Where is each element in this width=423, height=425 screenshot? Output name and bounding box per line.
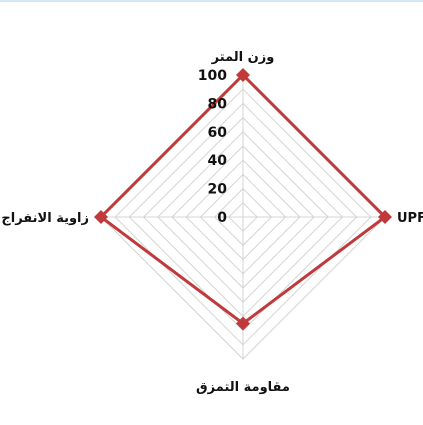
data-point-marker (94, 210, 108, 224)
tick-label: 20 (208, 182, 228, 198)
data-point-marker (236, 68, 250, 82)
tick-label: 0 (217, 210, 227, 226)
axis-label: مقاومة التمزق (196, 380, 290, 395)
tick-label: 100 (198, 68, 227, 84)
data-point-marker (236, 316, 250, 331)
axis-label: زاوية الانفراج (1, 211, 89, 226)
top-border (0, 0, 423, 2)
tick-label: 40 (208, 153, 228, 169)
tick-label: 60 (208, 125, 228, 141)
tick-labels: 0 20 40 60 80 100 (198, 68, 227, 226)
axis-label: وزن المتر (211, 50, 275, 65)
axis-label: UPF (397, 211, 423, 226)
axis-labels: وزن المتر UPF مقاومة التمزق زاوية الانفراج (1, 50, 423, 395)
radar-spokes (101, 75, 385, 359)
tick-label: 80 (208, 96, 228, 112)
series-group (94, 68, 392, 331)
data-point-marker (378, 210, 392, 224)
